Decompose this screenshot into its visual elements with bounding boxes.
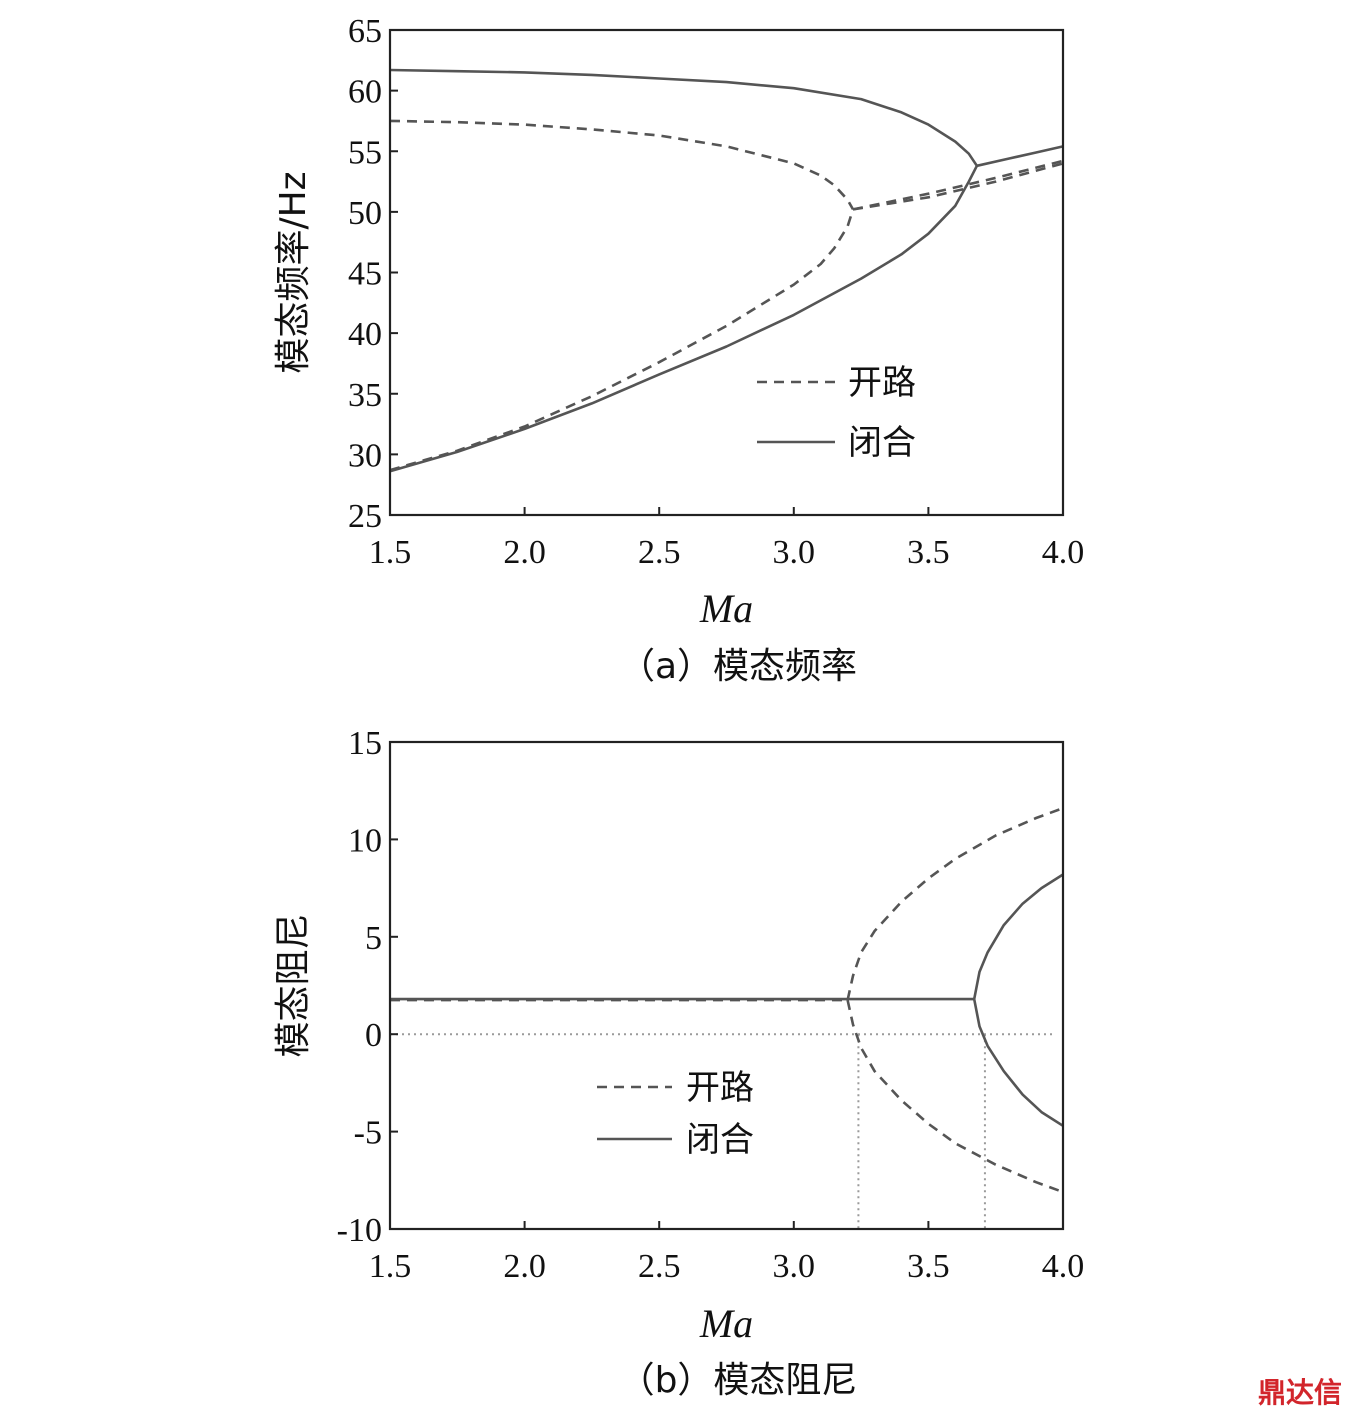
chart-panel-b: 1.5 2.0 2.5 3.0 3.5 4.0 -10 -5 0 5 10 15 Ma 模态阻尼 （b）模态… (273, 725, 1084, 1401)
chart-caption: （b）模态阻尼 (619, 1360, 858, 1401)
series-line-open (852, 162, 1064, 211)
y-tick-label: -5 (354, 1115, 382, 1152)
x-tick-label: 3.0 (773, 534, 816, 571)
x-tick-label: 4.0 (1042, 534, 1085, 571)
series-line-open (389, 209, 855, 472)
y-tick-label: 5 (365, 920, 382, 957)
y-tick-label: 50 (348, 195, 382, 232)
y-tick-label: 45 (348, 256, 382, 293)
series-line-closed (389, 68, 978, 167)
y-tick-label: 0 (365, 1017, 382, 1054)
x-tick-label: 4.0 (1042, 1248, 1085, 1285)
chart-panel-a: 1.5 2.0 2.5 3.0 3.5 4.0 25 30 35 40 45 50 55 60 65 Ma 模态… (273, 13, 1084, 687)
x-tick-label: 2.5 (638, 534, 681, 571)
series-line-open (846, 999, 1064, 1194)
series-line-closed (972, 998, 1064, 1127)
legend-label: 闭合 (686, 1120, 754, 1160)
series-line-closed (976, 145, 1064, 168)
x-tick-label: 3.0 (773, 1248, 816, 1285)
x-tick-label: 2.0 (503, 1248, 546, 1285)
series-line-open (852, 159, 1064, 211)
y-axis-label: 模态频率/Hz (273, 171, 314, 373)
chart-caption: （a）模态频率 (619, 646, 857, 687)
y-tick-label: 40 (348, 316, 382, 353)
y-tick-label: 55 (348, 134, 382, 171)
x-axis-label: Ma (699, 586, 753, 631)
x-axis-label: Ma (699, 1301, 753, 1346)
x-tick-label: 2.0 (503, 534, 546, 571)
series-line-open (846, 806, 1064, 1001)
y-tick-label: 65 (348, 13, 382, 50)
plot-frame (388, 28, 1065, 517)
x-tick-label: 1.5 (369, 534, 412, 571)
y-tick-label: 10 (348, 822, 382, 859)
series-line-open (389, 119, 855, 211)
x-tick-label: 2.5 (638, 1248, 681, 1285)
y-tick-label: 15 (348, 725, 382, 762)
x-tick-label: 1.5 (369, 1248, 412, 1285)
series-line-closed (972, 873, 1064, 1000)
y-tick-label: 60 (348, 74, 382, 111)
series-line-closed (389, 165, 979, 473)
y-tick-label: 35 (348, 377, 382, 414)
y-tick-label: 30 (348, 437, 382, 474)
y-axis-label: 模态阻尼 (273, 913, 314, 1057)
plot-frame (388, 740, 1065, 1231)
y-tick-label: 25 (348, 498, 382, 535)
legend-label: 开路 (848, 363, 916, 403)
y-tick-label: -10 (337, 1212, 382, 1249)
x-tick-label: 3.5 (907, 1248, 950, 1285)
legend-label: 开路 (686, 1068, 754, 1108)
watermark-logo: 鼎达信 (1257, 1376, 1342, 1409)
x-tick-label: 3.5 (907, 534, 950, 571)
legend-label: 闭合 (848, 423, 916, 463)
